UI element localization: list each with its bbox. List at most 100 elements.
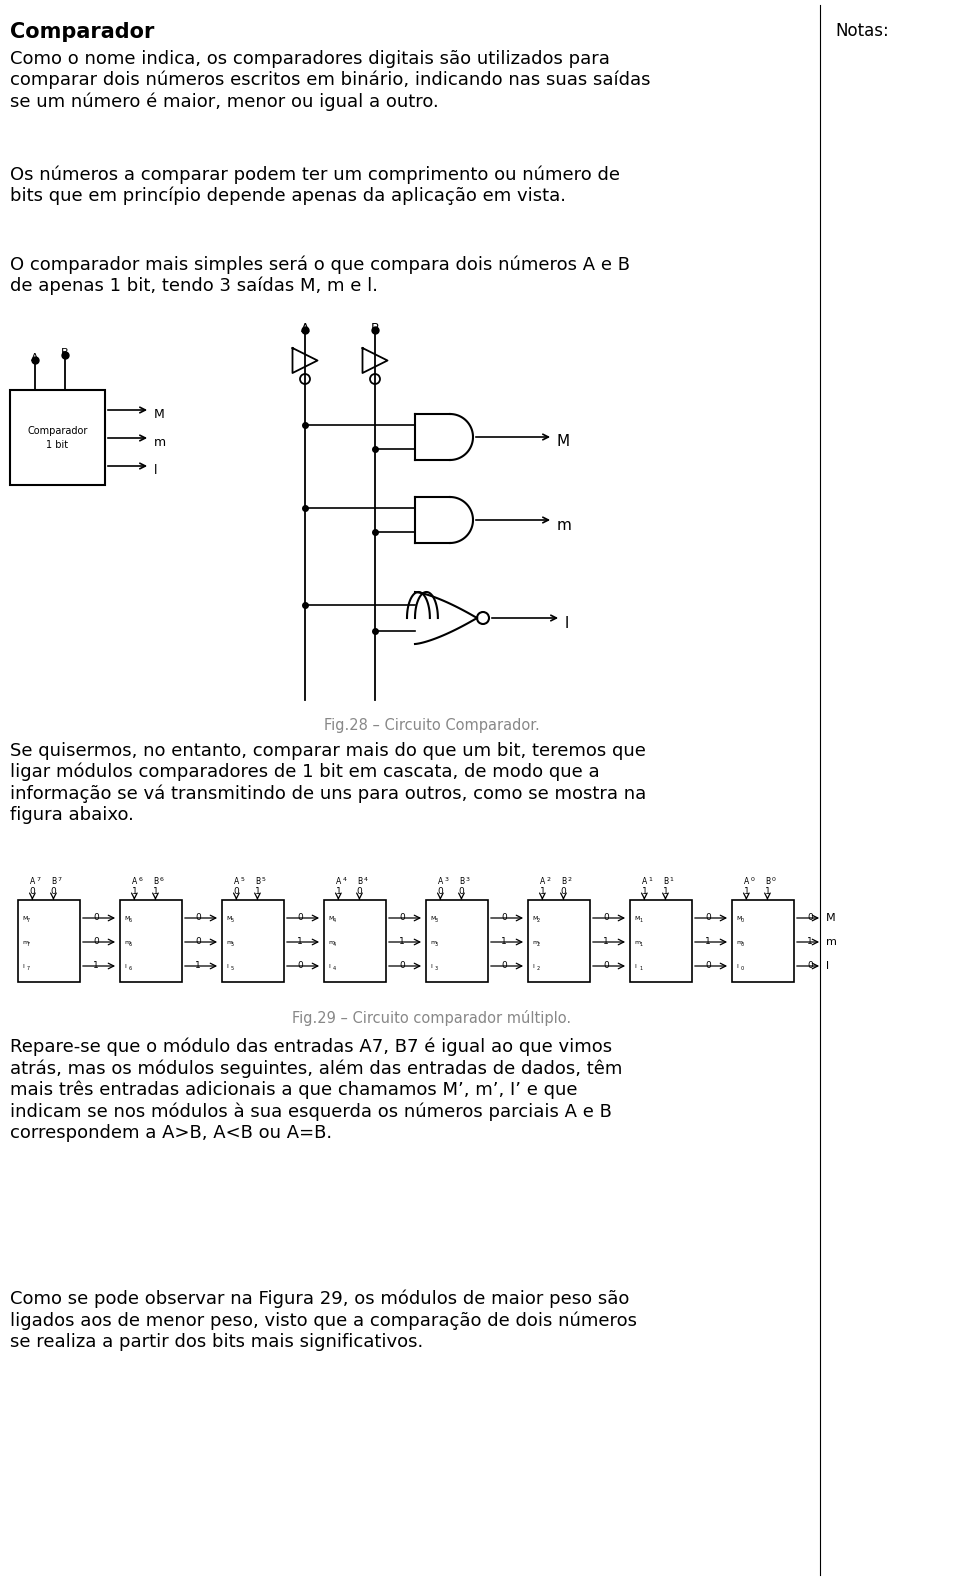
Text: 1: 1 — [603, 938, 609, 946]
Text: l: l — [565, 615, 569, 631]
Text: 1: 1 — [195, 962, 201, 970]
Text: 3: 3 — [435, 943, 438, 948]
Text: l: l — [634, 963, 636, 968]
Text: A: A — [438, 876, 444, 886]
Bar — [732, 900, 794, 982]
Text: m: m — [634, 940, 640, 944]
Text: 1: 1 — [501, 938, 507, 946]
Text: 0: 0 — [741, 967, 744, 971]
Text: 0: 0 — [741, 943, 744, 948]
Text: B: B — [357, 876, 363, 886]
Text: A: A — [132, 876, 137, 886]
Text: 6: 6 — [129, 943, 132, 948]
Text: 5: 5 — [240, 876, 244, 883]
Text: M: M — [736, 916, 741, 921]
Text: 4: 4 — [343, 876, 347, 883]
Text: 0: 0 — [298, 913, 302, 922]
Text: 5: 5 — [231, 967, 234, 971]
Text: A: A — [300, 323, 309, 335]
Text: A: A — [336, 876, 342, 886]
Text: 0: 0 — [807, 962, 813, 970]
Text: 0: 0 — [93, 913, 99, 922]
Text: 1: 1 — [399, 938, 405, 946]
Text: 1: 1 — [764, 888, 770, 895]
Text: 0: 0 — [399, 962, 405, 970]
Text: M: M — [826, 913, 835, 922]
Text: 1: 1 — [93, 962, 99, 970]
Text: 3: 3 — [444, 876, 448, 883]
Text: 0: 0 — [195, 913, 201, 922]
Text: Repare-se que o módulo das entradas A7, B7 é igual ao que vimos
atrás, mas os mó: Repare-se que o módulo das entradas A7, … — [10, 1038, 622, 1142]
Text: l: l — [226, 963, 228, 968]
Text: 2: 2 — [537, 967, 540, 971]
Text: l: l — [154, 465, 157, 478]
Text: 1: 1 — [132, 888, 137, 895]
Text: 5: 5 — [231, 919, 234, 924]
Text: B: B — [61, 348, 69, 358]
Text: A: A — [31, 353, 38, 362]
Text: 0: 0 — [501, 913, 507, 922]
Text: A: A — [744, 876, 750, 886]
Text: 1: 1 — [706, 938, 710, 946]
Text: B: B — [154, 876, 158, 886]
Text: 0: 0 — [603, 913, 609, 922]
Text: l: l — [22, 963, 24, 968]
Bar — [630, 900, 692, 982]
Text: 0: 0 — [706, 962, 710, 970]
Text: B: B — [371, 323, 379, 335]
Text: 0: 0 — [195, 938, 201, 946]
Text: Se quisermos, no entanto, comparar mais do que um bit, teremos que
ligar módulos: Se quisermos, no entanto, comparar mais … — [10, 742, 646, 824]
Text: 3: 3 — [435, 967, 438, 971]
Text: 1: 1 — [639, 919, 642, 924]
Bar — [426, 900, 488, 982]
Text: O comparador mais simples será o que compara dois números A e B
de apenas 1 bit,: O comparador mais simples será o que com… — [10, 255, 630, 294]
Text: 5: 5 — [261, 876, 265, 883]
Text: l: l — [826, 960, 829, 971]
Text: 1: 1 — [639, 967, 642, 971]
Text: 6: 6 — [138, 876, 142, 883]
Bar — [528, 900, 590, 982]
Text: 5: 5 — [231, 943, 234, 948]
Text: M: M — [532, 916, 538, 921]
Text: 3: 3 — [435, 919, 438, 924]
Text: B: B — [255, 876, 260, 886]
Text: Comparador: Comparador — [27, 427, 87, 437]
Text: 0: 0 — [741, 919, 744, 924]
Text: Como se pode observar na Figura 29, os módulos de maior peso são
ligados aos de : Como se pode observar na Figura 29, os m… — [10, 1289, 637, 1351]
Text: 6: 6 — [159, 876, 163, 883]
Text: l: l — [532, 963, 534, 968]
Text: 0: 0 — [807, 913, 813, 922]
Text: Os números a comparar podem ter um comprimento ou número de
bits que em princípi: Os números a comparar podem ter um compr… — [10, 165, 620, 206]
Text: 2: 2 — [567, 876, 571, 883]
Text: 0: 0 — [561, 888, 566, 895]
Text: 2: 2 — [537, 943, 540, 948]
Text: 0: 0 — [751, 876, 755, 883]
Text: 0: 0 — [438, 888, 444, 895]
Bar — [120, 900, 182, 982]
Text: 1: 1 — [153, 888, 158, 895]
Text: l: l — [124, 963, 126, 968]
Text: 2: 2 — [546, 876, 550, 883]
Text: 7: 7 — [27, 943, 30, 948]
Text: 0: 0 — [706, 913, 710, 922]
Text: m: m — [430, 940, 436, 944]
Text: 0: 0 — [399, 913, 405, 922]
Text: 1: 1 — [639, 943, 642, 948]
Text: 3: 3 — [466, 876, 469, 883]
Text: 1: 1 — [641, 888, 647, 895]
Text: 1: 1 — [335, 888, 341, 895]
Text: 0: 0 — [298, 962, 302, 970]
Text: M: M — [557, 435, 570, 449]
Text: 7: 7 — [27, 919, 30, 924]
Text: 1: 1 — [648, 876, 652, 883]
Text: 1: 1 — [669, 876, 673, 883]
Text: 4: 4 — [333, 919, 336, 924]
Text: A: A — [30, 876, 36, 886]
Text: B: B — [562, 876, 566, 886]
Text: 1: 1 — [254, 888, 260, 895]
Text: 0: 0 — [93, 938, 99, 946]
Text: 0: 0 — [772, 876, 776, 883]
Bar — [222, 900, 284, 982]
Text: 1: 1 — [540, 888, 545, 895]
Text: 1: 1 — [662, 888, 668, 895]
